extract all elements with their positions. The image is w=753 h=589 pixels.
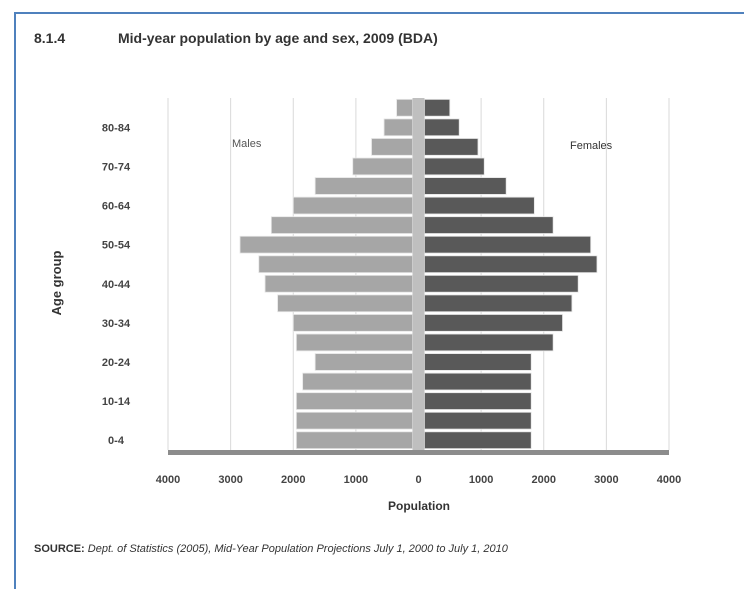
figure-title: Mid-year population by age and sex, 2009… bbox=[118, 30, 438, 46]
bar-male-60-64 bbox=[292, 196, 413, 215]
bar-male-30-34 bbox=[292, 314, 413, 332]
y-tick-label: 0-4 bbox=[108, 435, 125, 447]
figure-frame bbox=[14, 12, 744, 589]
y-axis-label: Age group bbox=[49, 250, 64, 315]
bar-male-25-29 bbox=[295, 333, 413, 352]
x-tick-labels: 4000 3000 2000 1000 0 1000 2000 3000 4000 bbox=[156, 474, 681, 486]
x-tick-label: 4000 bbox=[657, 474, 681, 486]
y-tick-label: 80-84 bbox=[102, 122, 131, 134]
bar-male-0-4 bbox=[295, 431, 413, 450]
bar-female-5-9 bbox=[424, 411, 532, 430]
source-note: SOURCE: Dept. of Statistics (2005), Mid-… bbox=[34, 542, 714, 557]
legend-males: Males bbox=[232, 138, 262, 150]
x-tick-label: 2000 bbox=[281, 474, 305, 486]
bar-female-25-29 bbox=[424, 333, 554, 352]
bar-male-45-49 bbox=[258, 255, 413, 274]
chart-gridlines bbox=[167, 98, 670, 450]
bar-male-80-84 bbox=[383, 118, 413, 137]
y-tick-label: 50-54 bbox=[102, 240, 131, 252]
bar-female-45-49 bbox=[424, 255, 598, 274]
bar-female-35-39 bbox=[424, 294, 573, 313]
bar-female-15-19 bbox=[424, 372, 532, 391]
bar-female-60-64 bbox=[424, 196, 535, 215]
bar-male-5-9 bbox=[295, 411, 413, 430]
source-text: Dept. of Statistics (2005), Mid-Year Pop… bbox=[87, 543, 508, 555]
legend-females: Females bbox=[570, 140, 613, 152]
bar-female-85+ bbox=[424, 98, 451, 117]
x-axis-label: Population bbox=[388, 499, 450, 513]
x-tick-label: 3000 bbox=[594, 474, 618, 486]
bar-male-50-54 bbox=[239, 235, 413, 254]
source-label: SOURCE: bbox=[34, 543, 85, 555]
y-tick-label: 30-34 bbox=[102, 318, 131, 330]
center-axis bbox=[412, 98, 425, 450]
y-tick-labels: 0-4 10-14 20-24 30-34 40-44 50-54 60-64 70-74 80… bbox=[102, 122, 131, 447]
bar-female-20-24 bbox=[424, 353, 532, 371]
x-tick-label: 0 bbox=[415, 474, 421, 486]
x-tick-label: 2000 bbox=[532, 474, 556, 486]
bar-female-40-44 bbox=[424, 274, 579, 293]
y-tick-label: 60-64 bbox=[102, 201, 131, 213]
y-tick-label: 10-14 bbox=[102, 396, 131, 408]
bar-male-15-19 bbox=[302, 372, 413, 391]
x-tick-label: 3000 bbox=[218, 474, 242, 486]
y-tick-label: 40-44 bbox=[102, 279, 131, 291]
bar-female-55-59 bbox=[424, 216, 554, 234]
bar-female-30-34 bbox=[424, 314, 563, 332]
y-tick-label: 20-24 bbox=[102, 357, 131, 369]
bar-male-75-79 bbox=[371, 138, 413, 156]
y-tick-label: 70-74 bbox=[102, 161, 131, 173]
bar-male-65-69 bbox=[314, 177, 413, 195]
bar-female-70-74 bbox=[424, 157, 485, 176]
figure-number: 8.1.4 bbox=[34, 30, 66, 46]
bar-female-50-54 bbox=[424, 235, 592, 254]
bar-male-35-39 bbox=[277, 294, 413, 313]
bar-male-55-59 bbox=[270, 216, 413, 234]
bar-male-85+ bbox=[396, 98, 413, 117]
bar-female-80-84 bbox=[424, 118, 460, 137]
bar-male-40-44 bbox=[264, 274, 413, 293]
chart-bars bbox=[168, 98, 669, 455]
bar-male-20-24 bbox=[314, 353, 413, 371]
bar-female-65-69 bbox=[424, 177, 507, 195]
bar-male-10-14 bbox=[295, 392, 413, 410]
bar-female-0-4 bbox=[424, 431, 532, 450]
bar-female-75-79 bbox=[424, 138, 479, 156]
x-tick-label: 1000 bbox=[344, 474, 368, 486]
bar-male-70-74 bbox=[352, 157, 413, 176]
bar-female-10-14 bbox=[424, 392, 532, 410]
x-tick-label: 1000 bbox=[469, 474, 493, 486]
x-tick-label: 4000 bbox=[156, 474, 180, 486]
x-axis-line bbox=[168, 450, 669, 455]
